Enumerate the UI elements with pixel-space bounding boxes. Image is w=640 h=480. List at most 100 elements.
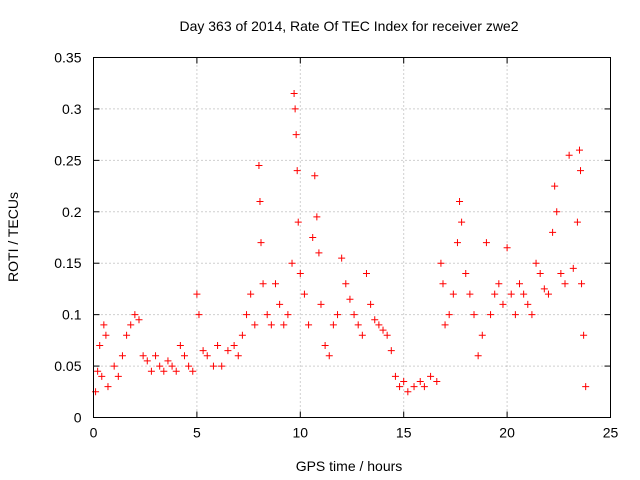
data-point xyxy=(439,280,447,288)
y-tick-label: 0.15 xyxy=(54,255,81,271)
data-point xyxy=(315,249,323,257)
data-point xyxy=(321,342,329,349)
data-point xyxy=(470,311,478,319)
data-point xyxy=(551,182,559,190)
y-axis-label: ROTI / TECUs xyxy=(5,192,21,282)
data-point xyxy=(383,331,391,339)
roti-points xyxy=(92,90,590,396)
data-point xyxy=(346,295,354,303)
data-point xyxy=(329,321,337,329)
data-point xyxy=(487,311,495,319)
data-point xyxy=(267,321,275,329)
data-point xyxy=(441,321,449,329)
data-point xyxy=(296,270,304,277)
data-point xyxy=(234,352,242,360)
data-point xyxy=(172,367,180,375)
data-point xyxy=(218,362,226,370)
plot-frame xyxy=(93,57,611,418)
data-point xyxy=(176,342,184,349)
data-point xyxy=(499,300,507,308)
data-point xyxy=(573,218,581,226)
data-point xyxy=(300,290,308,298)
data-point xyxy=(495,280,503,288)
data-point xyxy=(549,228,557,236)
y-tick-label: 0 xyxy=(74,410,82,426)
x-tick-label: 5 xyxy=(193,425,201,441)
data-point xyxy=(256,198,264,205)
data-point xyxy=(98,372,106,380)
data-point xyxy=(102,331,110,339)
data-point xyxy=(553,208,561,216)
data-point xyxy=(293,167,301,175)
data-point xyxy=(520,290,528,298)
data-point xyxy=(449,290,457,298)
data-point xyxy=(292,131,300,139)
data-point xyxy=(276,300,284,308)
x-tick-labels: 0 5 10 15 20 25 xyxy=(90,425,619,441)
data-point xyxy=(433,378,441,385)
data-point xyxy=(238,331,246,339)
data-point xyxy=(557,270,565,277)
data-point xyxy=(100,321,108,329)
data-point xyxy=(214,342,222,349)
axis-ticks xyxy=(93,57,611,418)
data-point xyxy=(410,383,418,391)
data-point xyxy=(416,378,424,385)
data-point xyxy=(400,378,408,385)
data-point xyxy=(127,321,135,329)
data-point xyxy=(338,254,346,262)
data-point xyxy=(110,362,118,370)
data-point xyxy=(367,300,375,308)
y-tick-label: 0.25 xyxy=(54,152,81,168)
data-point xyxy=(350,311,358,319)
data-point xyxy=(257,239,265,247)
data-point xyxy=(290,90,298,97)
data-point xyxy=(305,321,313,329)
data-point xyxy=(577,167,585,175)
data-point xyxy=(199,347,207,355)
data-point xyxy=(561,280,569,288)
data-point xyxy=(575,146,583,154)
data-point xyxy=(135,316,143,324)
data-point xyxy=(482,239,490,247)
data-point xyxy=(532,259,540,267)
data-point xyxy=(362,270,370,277)
data-point xyxy=(524,300,532,308)
data-point xyxy=(160,367,168,375)
data-point xyxy=(445,311,453,319)
x-axis-label: GPS time / hours xyxy=(296,458,403,474)
data-point xyxy=(427,372,435,380)
data-point xyxy=(437,259,445,267)
x-tick-label: 15 xyxy=(396,425,412,441)
data-point xyxy=(195,311,203,319)
data-point xyxy=(280,321,288,329)
data-point xyxy=(259,280,267,288)
data-point xyxy=(271,280,279,288)
data-point xyxy=(131,311,139,319)
data-point xyxy=(123,331,131,339)
chart-title: Day 363 of 2014, Rate Of TEC Index for r… xyxy=(179,18,518,34)
data-point xyxy=(185,362,193,370)
data-point xyxy=(404,388,412,396)
data-point xyxy=(540,285,548,293)
data-point xyxy=(147,367,155,375)
data-point xyxy=(453,239,461,247)
data-point xyxy=(168,362,176,370)
data-point xyxy=(578,280,586,288)
data-point xyxy=(466,290,474,298)
x-tick-label: 0 xyxy=(90,425,98,441)
data-point xyxy=(458,218,466,226)
y-tick-labels: 0 0.05 0.1 0.15 0.2 0.25 0.3 0.35 xyxy=(54,50,81,426)
data-point xyxy=(139,352,147,360)
data-point xyxy=(396,383,404,391)
data-point xyxy=(528,311,536,319)
data-point xyxy=(391,372,399,380)
data-point xyxy=(104,383,112,391)
data-point xyxy=(375,321,383,329)
data-point xyxy=(311,172,319,180)
y-tick-label: 0.05 xyxy=(54,358,81,374)
y-tick-label: 0.3 xyxy=(62,101,82,117)
data-point xyxy=(251,321,259,329)
data-point xyxy=(474,352,482,360)
